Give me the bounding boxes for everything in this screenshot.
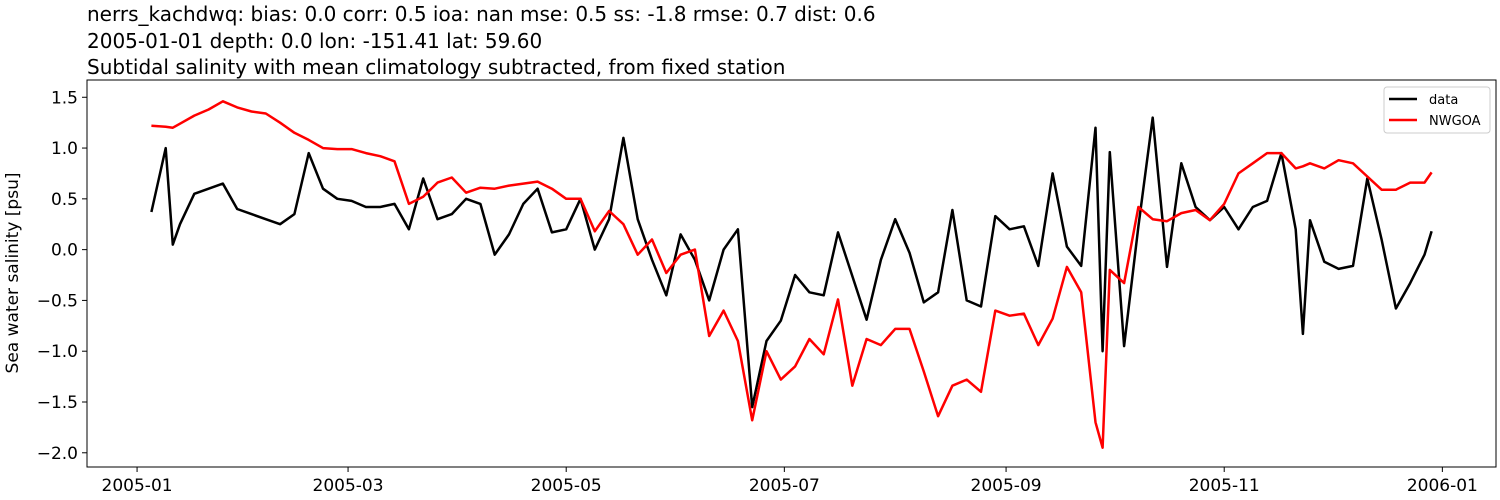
legend-label-nwgoa: NWGOA <box>1429 114 1481 129</box>
series-line-nwgoa <box>151 100 1433 449</box>
legend: data NWGOA <box>1383 86 1491 134</box>
y-tick-label: 1.0 <box>51 139 78 159</box>
x-tick-label: 2005-03 <box>313 476 384 496</box>
y-axis: 1.5 1.0 0.5 0.0 −0.5 −1.0 −1.5 −2.0 <box>37 88 87 464</box>
y-tick-label: 1.5 <box>51 88 78 108</box>
plot-frame <box>86 79 1497 468</box>
x-tick-label: 2005-07 <box>749 476 820 496</box>
x-tick-label: 2006-01 <box>1407 476 1478 496</box>
x-tick-label: 2005-05 <box>531 476 602 496</box>
x-tick-label: 2005-01 <box>102 476 173 496</box>
title-line-1: nerrs_kachdwq: bias: 0.0 corr: 0.5 ioa: … <box>87 2 876 26</box>
y-axis-label: Sea water salinity [psu] <box>3 173 23 374</box>
title-line-2: 2005-01-01 depth: 0.0 lon: -151.41 lat: … <box>87 29 543 53</box>
y-tick-label: −0.5 <box>37 291 78 311</box>
y-tick-label: −2.0 <box>37 444 78 464</box>
series-line-data <box>150 116 1433 409</box>
x-tick-label: 2005-11 <box>1189 476 1260 496</box>
legend-label-data: data <box>1429 93 1458 108</box>
y-tick-label: −1.5 <box>37 393 78 413</box>
x-axis: 2005-01 2005-03 2005-05 2005-07 2005-09 2005-… <box>102 467 1478 496</box>
plot-lines <box>150 100 1433 449</box>
x-tick-label: 2005-09 <box>971 476 1042 496</box>
y-tick-label: 0.0 <box>51 241 78 261</box>
y-tick-label: 0.5 <box>51 190 78 210</box>
title-line-3: Subtidal salinity with mean climatology … <box>87 55 786 79</box>
y-tick-label: −1.0 <box>37 342 78 362</box>
